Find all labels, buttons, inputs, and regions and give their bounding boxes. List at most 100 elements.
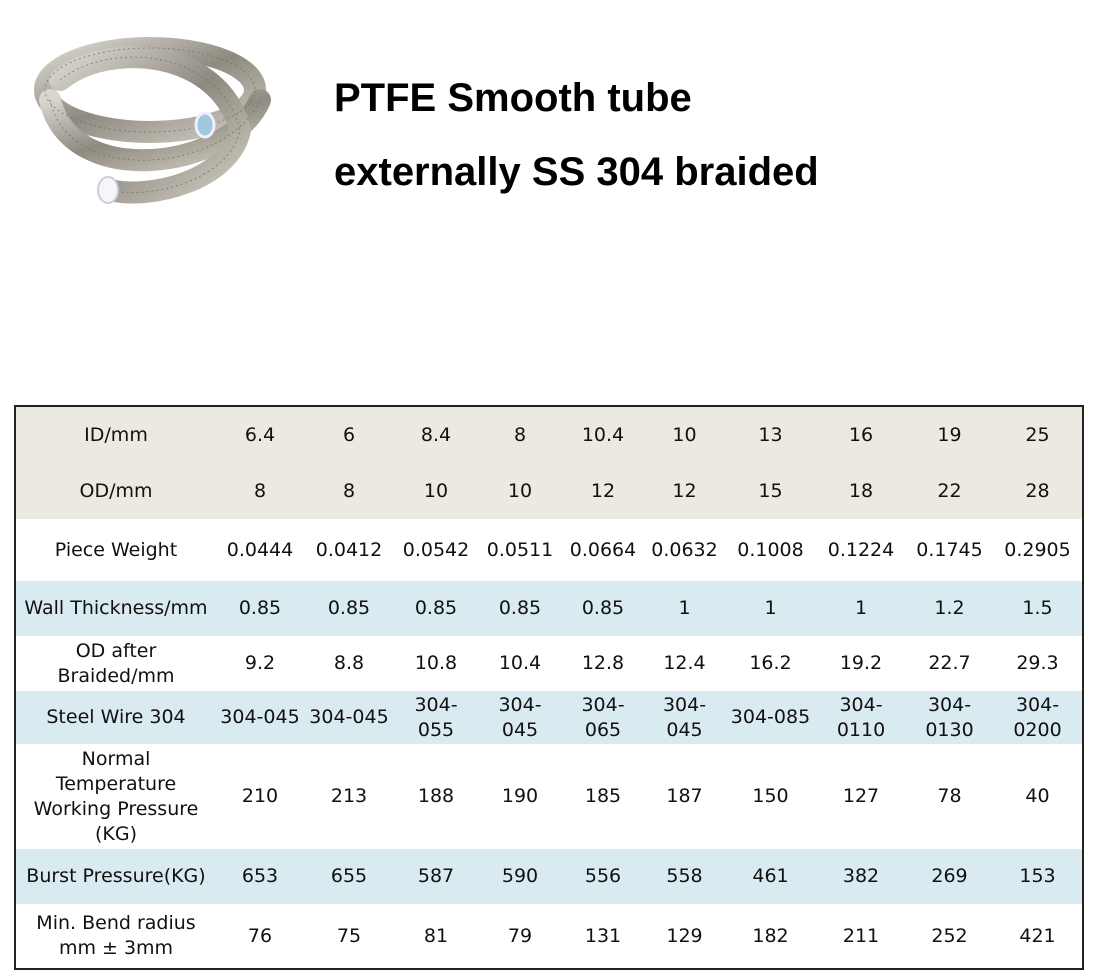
table-row: OD after Braided/mm 9.2 8.8 10.8 10.4 12.8 12.… (15, 636, 1083, 691)
cell: 1 (725, 581, 816, 636)
cell: 9.2 (216, 636, 304, 691)
cell: 10.4 (562, 406, 644, 464)
cell: 304-0110 (816, 691, 906, 744)
cell: 304-045 (304, 691, 394, 744)
cell: 40 (993, 744, 1083, 849)
cell: 8.8 (304, 636, 394, 691)
cell: 653 (216, 849, 304, 904)
cell: 185 (562, 744, 644, 849)
cell: 304-0200 (993, 691, 1083, 744)
table-row: Normal Temperature Working Pressure (KG)… (15, 744, 1083, 849)
cell: 150 (725, 744, 816, 849)
table-row: Steel Wire 304 304-045 304-045 304-055 304-0… (15, 691, 1083, 744)
cell: 269 (906, 849, 993, 904)
cell: 127 (816, 744, 906, 849)
cell: 0.85 (304, 581, 394, 636)
cell: 1 (816, 581, 906, 636)
cell: 12 (562, 464, 644, 519)
cell: 211 (816, 904, 906, 969)
table-row: Burst Pressure(KG) 653 655 587 590 556 558 461 3… (15, 849, 1083, 904)
cell: 8.4 (394, 406, 478, 464)
cell: 28 (993, 464, 1083, 519)
cell: 382 (816, 849, 906, 904)
cell: 10.4 (478, 636, 562, 691)
row-label: OD after Braided/mm (15, 636, 216, 691)
cell: 0.85 (478, 581, 562, 636)
row-label: OD/mm (15, 464, 216, 519)
cell: 590 (478, 849, 562, 904)
cell: 304-085 (725, 691, 816, 744)
title-line: externally SS 304 braided (334, 150, 819, 194)
cell: 304-055 (394, 691, 478, 744)
cell: 10 (644, 406, 725, 464)
cell: 12.4 (644, 636, 725, 691)
cell: 0.85 (562, 581, 644, 636)
cell: 304-065 (562, 691, 644, 744)
cell: 15 (725, 464, 816, 519)
cell: 22.7 (906, 636, 993, 691)
cell: 188 (394, 744, 478, 849)
cell: 6.4 (216, 406, 304, 464)
row-label: Steel Wire 304 (15, 691, 216, 744)
cell: 6 (304, 406, 394, 464)
table-row: OD/mm 8 8 10 10 12 12 15 18 22 28 (15, 464, 1083, 519)
cell: 8 (478, 406, 562, 464)
spec-table: ID/mm 6.4 6 8.4 8 10.4 10 13 16 19 25 OD/mm 8 8 10 10 12… (14, 405, 1084, 970)
cell: 0.1008 (725, 519, 816, 581)
cell: 213 (304, 744, 394, 849)
cell: 1 (644, 581, 725, 636)
cell: 304-0130 (906, 691, 993, 744)
cell: 421 (993, 904, 1083, 969)
cell: 304-045 (216, 691, 304, 744)
table-row: ID/mm 6.4 6 8.4 8 10.4 10 13 16 19 25 (15, 406, 1083, 464)
cell: 1.2 (906, 581, 993, 636)
cell: 8 (216, 464, 304, 519)
title-line: PTFE Smooth tube (334, 76, 692, 120)
cell: 81 (394, 904, 478, 969)
cell: 0.0444 (216, 519, 304, 581)
cell: 0.0632 (644, 519, 725, 581)
cell: 0.85 (216, 581, 304, 636)
cell: 18 (816, 464, 906, 519)
cell: 76 (216, 904, 304, 969)
hose-photo (34, 37, 271, 204)
cell: 10 (478, 464, 562, 519)
cell: 153 (993, 849, 1083, 904)
cell: 13 (725, 406, 816, 464)
row-label: Wall Thickness/mm (15, 581, 216, 636)
cell: 10.8 (394, 636, 478, 691)
row-label: Min. Bend radius mm ± 3mm (15, 904, 216, 969)
cell: 190 (478, 744, 562, 849)
cell: 131 (562, 904, 644, 969)
cell: 0.1224 (816, 519, 906, 581)
cell: 655 (304, 849, 394, 904)
cell: 0.0412 (304, 519, 394, 581)
cell: 16.2 (725, 636, 816, 691)
row-label: Burst Pressure(KG) (15, 849, 216, 904)
cell: 75 (304, 904, 394, 969)
table-row: Wall Thickness/mm 0.85 0.85 0.85 0.85 0.85 1 1 1… (15, 581, 1083, 636)
cell: 25 (993, 406, 1083, 464)
cell: 182 (725, 904, 816, 969)
row-label: ID/mm (15, 406, 216, 464)
cell: 304-045 (478, 691, 562, 744)
cell: 78 (906, 744, 993, 849)
cell: 1.5 (993, 581, 1083, 636)
cell: 461 (725, 849, 816, 904)
cell: 558 (644, 849, 725, 904)
cell: 0.0542 (394, 519, 478, 581)
cell: 19.2 (816, 636, 906, 691)
table-row: Min. Bend radius mm ± 3mm 76 75 81 79 131 129 1… (15, 904, 1083, 969)
cell: 8 (304, 464, 394, 519)
cell: 0.2905 (993, 519, 1083, 581)
cell: 29.3 (993, 636, 1083, 691)
cell: 556 (562, 849, 644, 904)
cell: 187 (644, 744, 725, 849)
cell: 19 (906, 406, 993, 464)
cell: 304-045 (644, 691, 725, 744)
table-row: Piece Weight 0.0444 0.0412 0.0542 0.0511 0.06… (15, 519, 1083, 581)
cell: 12 (644, 464, 725, 519)
cell: 22 (906, 464, 993, 519)
cell: 210 (216, 744, 304, 849)
